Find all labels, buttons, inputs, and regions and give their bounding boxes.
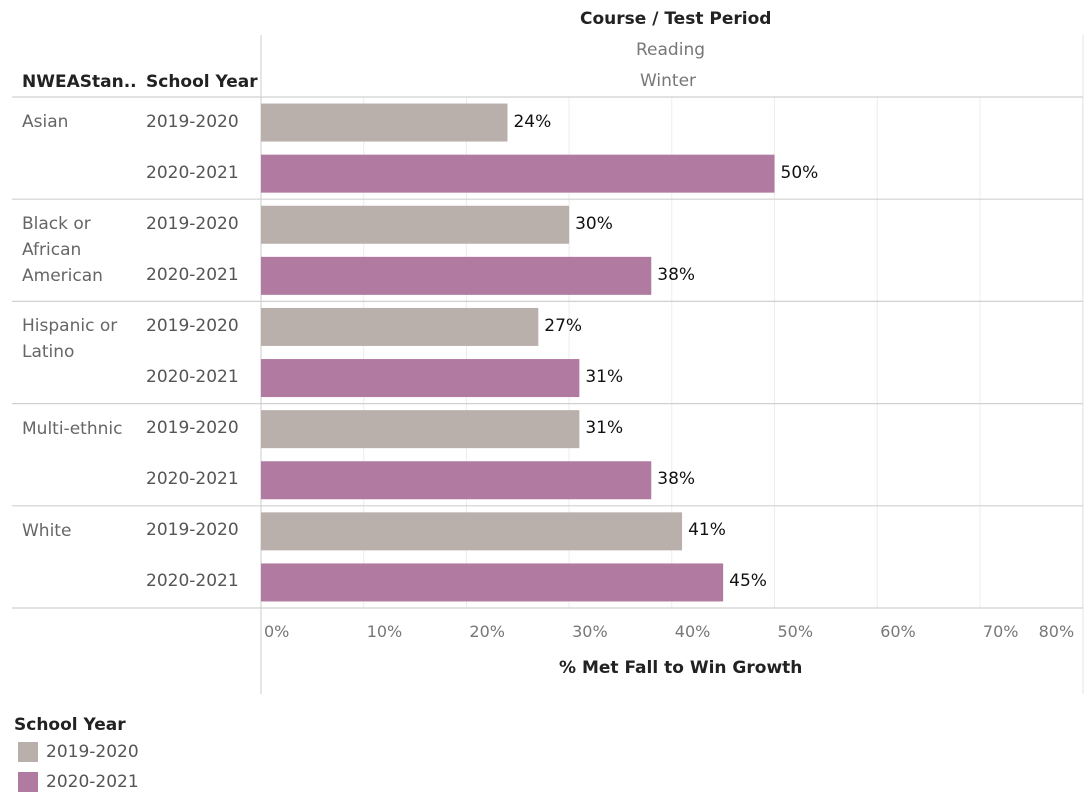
data-label: 24% [513,112,551,132]
school-year-label: 2019-2020 [146,112,239,132]
legend-swatch-2020-2021 [18,772,38,792]
x-tick-label: 0% [264,622,289,641]
data-label: 38% [657,265,695,285]
bar-2019-2020 [261,410,579,448]
bar-2020-2021 [261,257,651,295]
legend-label-2020-2021: 2020-2021 [46,772,139,792]
data-label: 50% [781,163,819,183]
x-tick-label: 70% [983,622,1019,641]
data-label: 31% [585,367,623,387]
school-year-label: 2020-2021 [146,571,239,591]
data-label: 30% [575,214,613,234]
data-label: 41% [688,520,726,540]
x-tick-label: 10% [367,622,403,641]
data-label: 31% [585,418,623,438]
data-label: 27% [544,316,582,336]
category-label: Black or African American [22,211,137,289]
school-year-label: 2019-2020 [146,316,239,336]
bar-2020-2021 [261,359,579,397]
x-tick-label: 40% [675,622,711,641]
legend-swatch-2019-2020 [18,742,38,762]
bar-2020-2021 [261,563,723,601]
bar-2019-2020 [261,206,569,244]
x-tick-label: 80% [1039,622,1075,641]
category-label: Asian [22,109,137,135]
school-year-label: 2019-2020 [146,214,239,234]
legend-label-2019-2020: 2019-2020 [46,742,139,762]
x-tick-label: 20% [469,622,505,641]
school-year-label: 2019-2020 [146,418,239,438]
school-year-label: 2019-2020 [146,520,239,540]
school-year-label: 2020-2021 [146,265,239,285]
bar-2020-2021 [261,461,651,499]
school-year-label: 2020-2021 [146,469,239,489]
x-tick-label: 60% [880,622,916,641]
x-tick-label: 30% [572,622,608,641]
legend-title: School Year [14,715,126,735]
school-year-label: 2020-2021 [146,367,239,387]
bar-2020-2021 [261,155,775,193]
category-label: Multi-ethnic [22,416,137,442]
data-label: 45% [729,571,767,591]
bar-2019-2020 [261,104,507,142]
bar-2019-2020 [261,308,538,346]
data-label: 38% [657,469,695,489]
category-label: White [22,518,137,544]
bar-2019-2020 [261,512,682,550]
x-axis-title: % Met Fall to Win Growth [559,658,802,678]
category-label: Hispanic or Latino [22,313,137,365]
school-year-label: 2020-2021 [146,163,239,183]
x-tick-label: 50% [778,622,814,641]
